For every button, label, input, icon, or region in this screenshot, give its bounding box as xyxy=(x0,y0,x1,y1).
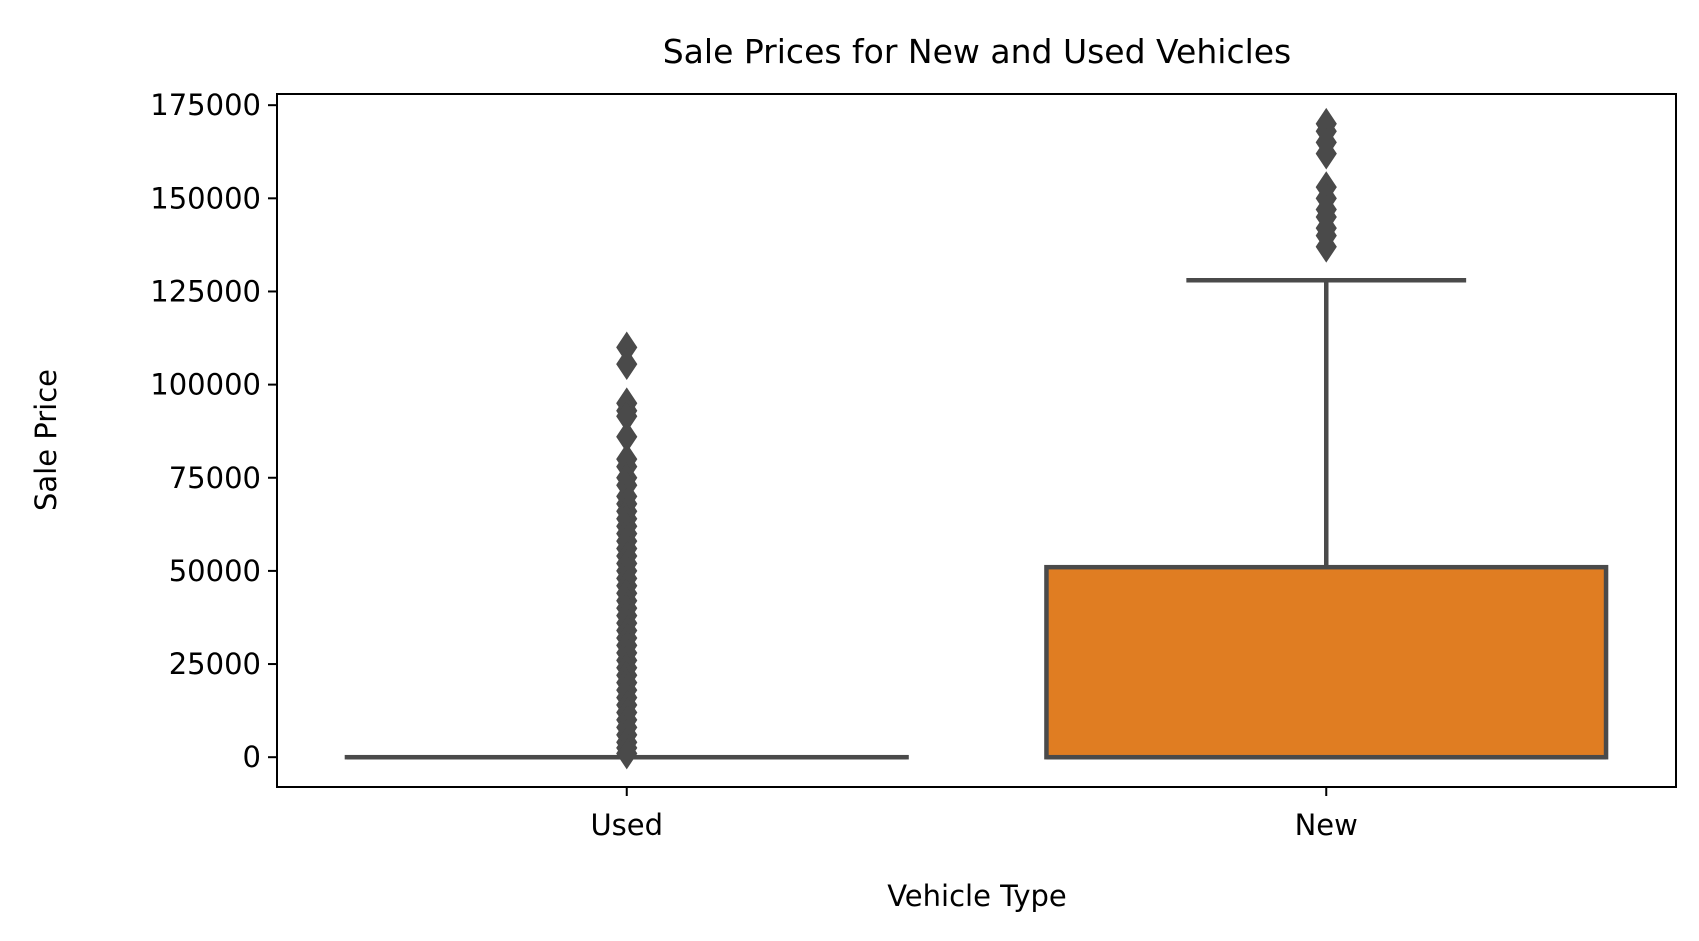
outlier-point xyxy=(1315,137,1337,170)
box-plot-series xyxy=(344,107,1609,770)
y-tick-label: 50000 xyxy=(169,554,261,588)
outlier-point xyxy=(616,737,638,770)
chart-title: Sale Prices for New and Used Vehicles xyxy=(663,32,1292,71)
box-group-used xyxy=(344,331,909,770)
box-group-new xyxy=(1044,107,1609,760)
x-tick-label: New xyxy=(1295,808,1358,842)
y-tick-label: 100000 xyxy=(150,368,261,402)
y-tick-label: 75000 xyxy=(169,461,261,495)
y-axis-label: Sale Price xyxy=(29,369,63,511)
x-tick-label: Used xyxy=(590,808,663,842)
outlier-point xyxy=(1315,230,1337,263)
x-axis-label: Vehicle Type xyxy=(887,879,1067,913)
y-tick-label: 0 xyxy=(243,740,261,774)
x-axis-ticks: Used New xyxy=(590,787,1358,842)
plot-area-frame xyxy=(276,93,1677,788)
y-tick-label: 150000 xyxy=(150,181,261,215)
outlier-point xyxy=(616,348,638,381)
y-tick-label: 175000 xyxy=(150,88,261,122)
y-tick-label: 125000 xyxy=(150,274,261,308)
y-tick-label: 25000 xyxy=(169,647,261,681)
box-iqr xyxy=(1044,564,1609,760)
y-axis-ticks: 0 25000 50000 75000 100000 125000 150000 175000 xyxy=(150,88,277,774)
